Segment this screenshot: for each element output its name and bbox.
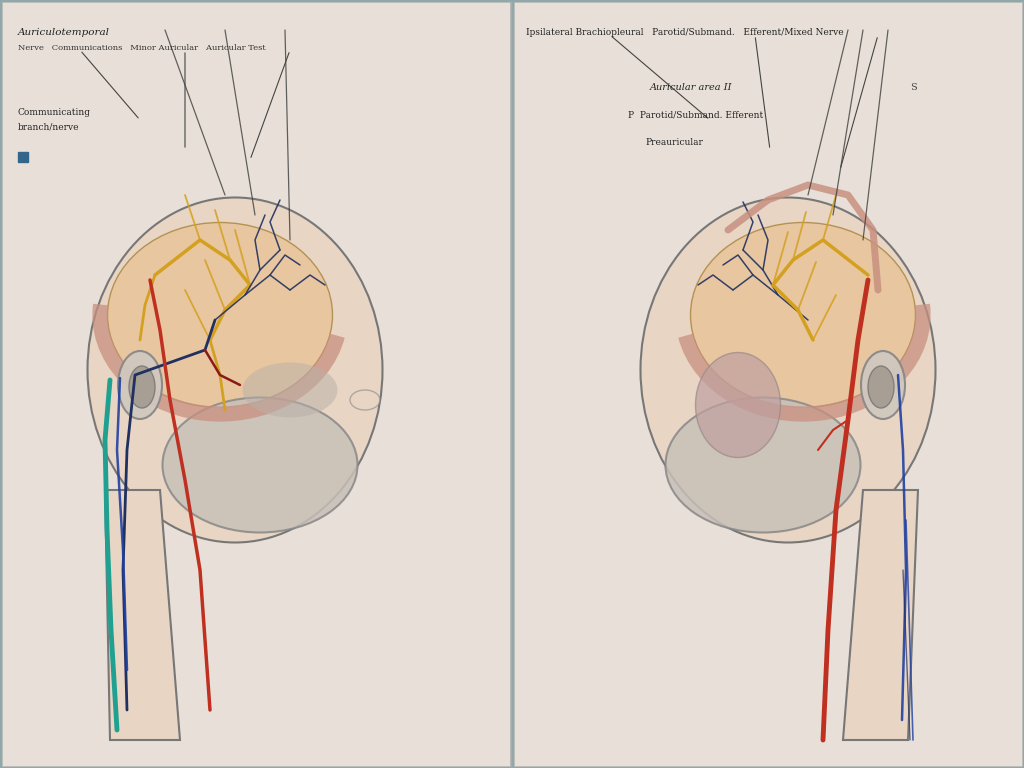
Text: Auriculotemporal: Auriculotemporal bbox=[18, 28, 110, 37]
Polygon shape bbox=[105, 490, 180, 740]
Text: Communicating: Communicating bbox=[18, 108, 91, 117]
Ellipse shape bbox=[118, 351, 162, 419]
Text: Preauricular: Preauricular bbox=[645, 138, 702, 147]
Ellipse shape bbox=[690, 223, 915, 408]
FancyBboxPatch shape bbox=[514, 2, 1022, 766]
Ellipse shape bbox=[350, 390, 380, 410]
Text: Auricular area II: Auricular area II bbox=[650, 83, 732, 92]
Ellipse shape bbox=[243, 362, 338, 418]
Ellipse shape bbox=[108, 223, 333, 408]
FancyBboxPatch shape bbox=[2, 2, 510, 766]
Text: S: S bbox=[910, 83, 916, 92]
Ellipse shape bbox=[163, 398, 357, 532]
Text: P  Parotid/Submand. Efferent: P Parotid/Submand. Efferent bbox=[628, 111, 763, 120]
Bar bbox=[18, 152, 28, 162]
Ellipse shape bbox=[861, 351, 905, 419]
Text: branch/nerve: branch/nerve bbox=[18, 123, 80, 132]
Polygon shape bbox=[843, 490, 918, 740]
Ellipse shape bbox=[868, 366, 894, 408]
Ellipse shape bbox=[695, 353, 780, 458]
Text: Ipsilateral Brachiopleural   Parotid/Submand.   Efferent/Mixed Nerve: Ipsilateral Brachiopleural Parotid/Subma… bbox=[526, 28, 844, 37]
Ellipse shape bbox=[666, 398, 860, 532]
Ellipse shape bbox=[129, 366, 155, 408]
Text: Nerve   Communications   Minor Auricular   Auricular Test: Nerve Communications Minor Auricular Aur… bbox=[18, 44, 266, 52]
Ellipse shape bbox=[640, 197, 936, 542]
Ellipse shape bbox=[87, 197, 383, 542]
